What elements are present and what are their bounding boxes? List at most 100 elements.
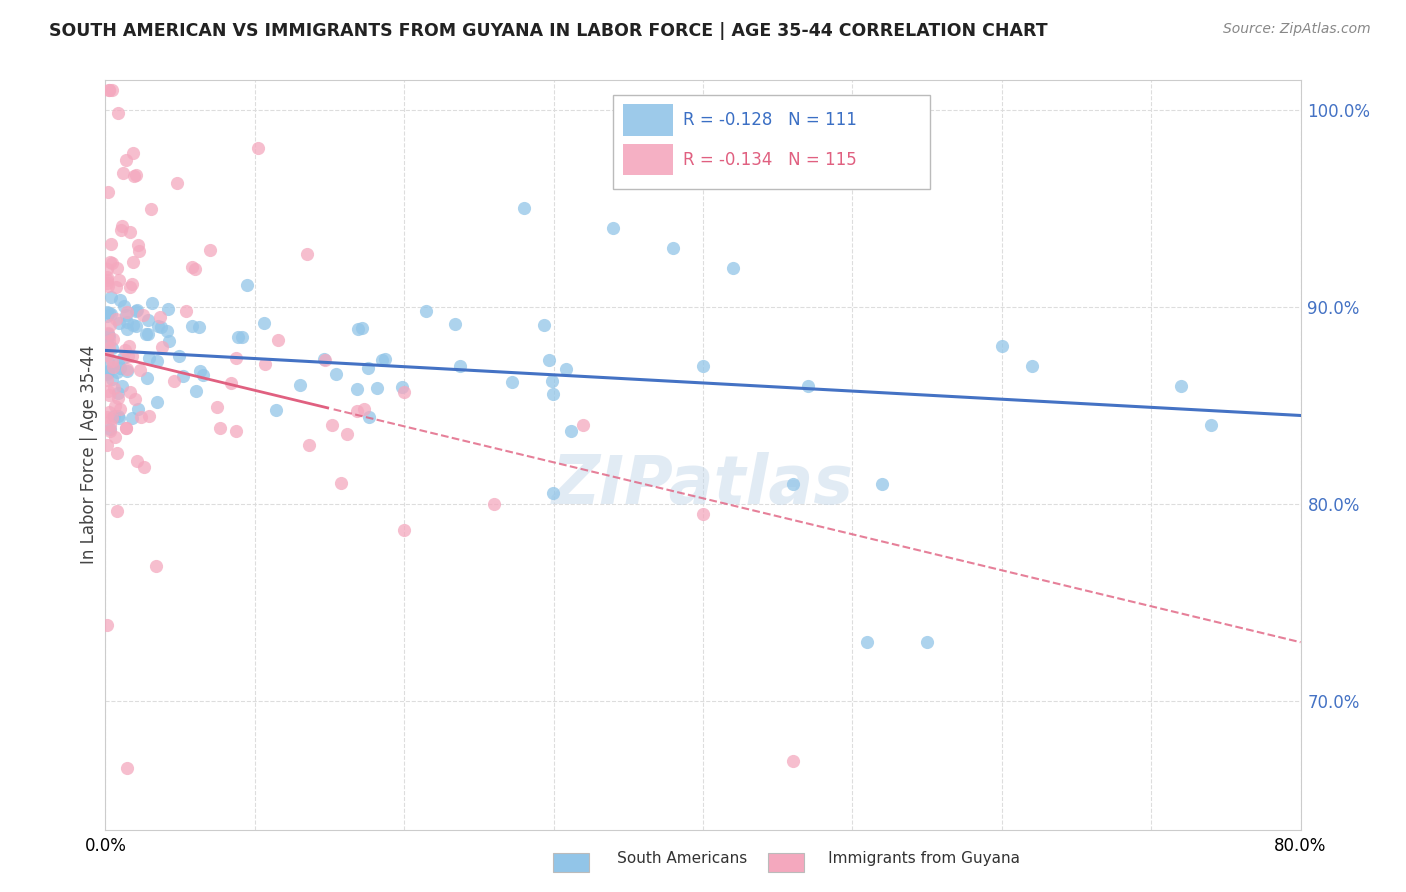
Point: [111, 219, 134, 234]
Point: [96, 348, 118, 362]
Point: [246, 141, 269, 155]
Point: [115, 421, 138, 435]
Point: [662, 241, 685, 255]
Point: [115, 762, 138, 776]
Y-axis label: In Labor Force | Age 35-44: In Labor Force | Age 35-44: [80, 345, 98, 565]
Point: [100, 307, 122, 321]
Point: [537, 353, 560, 368]
Point: [124, 392, 146, 407]
Point: [97, 405, 120, 419]
Point: [101, 332, 124, 346]
Point: [115, 308, 138, 322]
Point: [127, 401, 149, 416]
Point: [96, 273, 118, 287]
Point: [225, 351, 247, 365]
Point: [114, 343, 136, 358]
Point: [96, 310, 118, 324]
Point: [97, 185, 120, 199]
Point: [533, 318, 555, 332]
Point: [392, 523, 415, 537]
Point: [150, 340, 173, 354]
Point: [107, 409, 129, 423]
Point: [193, 368, 215, 382]
Point: [129, 409, 152, 424]
Point: [321, 417, 343, 432]
Point: [100, 289, 122, 303]
Text: SOUTH AMERICAN VS IMMIGRANTS FROM GUYANA IN LABOR FORCE | AGE 35-44 CORRELATION : SOUTH AMERICAN VS IMMIGRANTS FROM GUYANA…: [49, 22, 1047, 40]
Point: [226, 329, 249, 343]
Point: [111, 165, 134, 179]
Point: [371, 352, 394, 367]
Point: [1199, 418, 1222, 433]
Point: [188, 364, 211, 378]
Point: [121, 411, 143, 425]
Point: [1170, 379, 1192, 393]
Point: [219, 376, 242, 391]
Point: [138, 409, 160, 424]
Point: [124, 319, 146, 334]
Point: [1021, 359, 1043, 374]
Text: South Americans: South Americans: [583, 852, 748, 866]
Point: [266, 334, 288, 348]
Point: [114, 420, 136, 434]
Point: [97, 355, 120, 369]
Point: [96, 269, 118, 284]
Point: [103, 381, 125, 395]
Point: [392, 384, 415, 399]
Text: R = -0.128   N = 111: R = -0.128 N = 111: [683, 111, 856, 129]
Point: [97, 326, 120, 340]
Point: [186, 384, 208, 398]
Point: [98, 387, 121, 401]
Point: [336, 426, 359, 441]
Point: [118, 339, 141, 353]
Point: [118, 225, 141, 239]
Point: [103, 409, 125, 423]
Point: [98, 424, 121, 438]
Point: [104, 279, 127, 293]
Point: [98, 417, 121, 432]
Point: [107, 355, 129, 369]
Point: [129, 363, 152, 377]
Point: [329, 476, 352, 491]
Point: [782, 754, 804, 768]
Point: [121, 349, 143, 363]
Point: [501, 375, 523, 389]
Point: [444, 317, 467, 331]
Point: [347, 321, 370, 335]
Text: R = -0.134   N = 115: R = -0.134 N = 115: [683, 151, 856, 169]
Point: [111, 379, 134, 393]
Point: [112, 351, 135, 365]
Point: [127, 238, 149, 252]
Point: [132, 308, 155, 322]
Point: [298, 437, 321, 451]
Point: [97, 326, 120, 341]
Point: [101, 372, 124, 386]
Point: [97, 364, 120, 378]
Point: [167, 350, 190, 364]
Point: [136, 371, 159, 385]
Point: [782, 477, 804, 491]
Point: [198, 244, 221, 258]
Point: [97, 365, 120, 379]
Point: [98, 329, 121, 343]
Point: [121, 277, 143, 291]
Point: [125, 453, 148, 467]
Point: [692, 359, 714, 374]
Point: [132, 459, 155, 474]
Point: [541, 485, 564, 500]
Point: [101, 83, 124, 97]
Point: [125, 302, 148, 317]
FancyBboxPatch shape: [623, 104, 673, 136]
Point: [141, 202, 163, 216]
Point: [156, 324, 179, 338]
Point: [107, 385, 129, 400]
Point: [541, 374, 564, 388]
Point: [602, 221, 624, 235]
Point: [157, 334, 180, 349]
Point: [288, 377, 311, 392]
Point: [104, 399, 127, 413]
Point: [105, 260, 128, 275]
Point: [357, 361, 380, 376]
Point: [96, 276, 118, 290]
Point: [146, 395, 169, 409]
